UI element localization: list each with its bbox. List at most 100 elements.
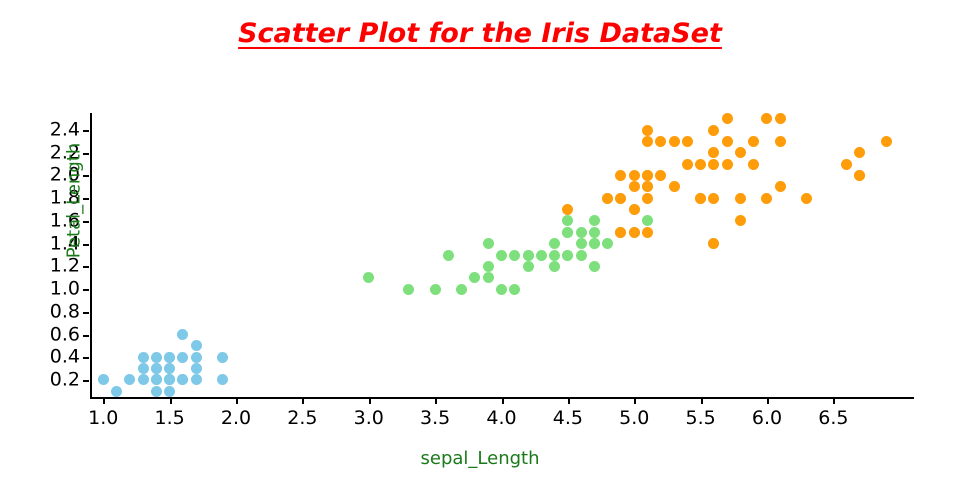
- scatter-point: [628, 226, 640, 238]
- scatter-point: [137, 363, 149, 375]
- x-tick-label: 5.0: [619, 407, 650, 429]
- scatter-point: [734, 147, 746, 159]
- y-tick-label: 2.0: [49, 163, 80, 186]
- scatter-point: [588, 238, 600, 250]
- scatter-point: [642, 169, 654, 181]
- y-tick-mark: [83, 379, 89, 382]
- x-tick-label: 1.5: [154, 407, 185, 429]
- x-tick-label: 4.0: [486, 407, 517, 429]
- scatter-point: [588, 226, 600, 238]
- scatter-point: [549, 238, 561, 250]
- scatter-point: [217, 351, 229, 363]
- x-tick-mark: [302, 398, 305, 404]
- scatter-point: [734, 215, 746, 227]
- scatter-point: [190, 351, 202, 363]
- scatter-point: [456, 283, 468, 295]
- scatter-point: [124, 374, 136, 386]
- scatter-point: [575, 238, 587, 250]
- scatter-point: [562, 249, 574, 261]
- scatter-point: [562, 215, 574, 227]
- x-tick-mark: [567, 398, 570, 404]
- y-axis-spine: [90, 113, 92, 399]
- y-tick-label: 1.0: [49, 277, 80, 300]
- chart-title: Scatter Plot for the Iris DataSet: [238, 18, 722, 49]
- scatter-point: [403, 283, 415, 295]
- scatter-point: [642, 226, 654, 238]
- scatter-point: [748, 135, 760, 147]
- scatter-point: [363, 272, 375, 284]
- y-tick-mark: [83, 266, 89, 269]
- scatter-point: [655, 135, 667, 147]
- scatter-point: [642, 181, 654, 193]
- y-axis-label: Petal_Length: [63, 142, 85, 259]
- y-tick-mark: [83, 198, 89, 201]
- y-tick-label: 1.4: [49, 232, 80, 255]
- scatter-point: [774, 113, 786, 125]
- scatter-point: [588, 215, 600, 227]
- y-tick-label: 1.8: [49, 186, 80, 209]
- scatter-point: [615, 192, 627, 204]
- scatter-point: [482, 260, 494, 272]
- scatter-point: [509, 283, 521, 295]
- scatter-point: [190, 340, 202, 352]
- scatter-point: [708, 124, 720, 136]
- x-tick-label: 3.5: [420, 407, 451, 429]
- y-tick-mark: [83, 334, 89, 337]
- scatter-point: [562, 204, 574, 216]
- scatter-point: [880, 135, 892, 147]
- x-tick-mark: [103, 398, 106, 404]
- y-tick-label: 1.6: [49, 209, 80, 232]
- scatter-point: [588, 260, 600, 272]
- x-tick-label: 6.5: [818, 407, 849, 429]
- scatter-point: [642, 192, 654, 204]
- y-tick-label: 0.8: [49, 300, 80, 323]
- scatter-point: [628, 181, 640, 193]
- scatter-point: [642, 124, 654, 136]
- y-tick-mark: [83, 175, 89, 178]
- x-tick-label: 4.5: [552, 407, 583, 429]
- y-tick-mark: [83, 152, 89, 155]
- y-tick-label: 0.6: [49, 323, 80, 346]
- scatter-point: [668, 181, 680, 193]
- scatter-point: [150, 374, 162, 386]
- scatter-point: [217, 374, 229, 386]
- x-tick-mark: [766, 398, 769, 404]
- scatter-point: [681, 158, 693, 170]
- scatter-point: [137, 374, 149, 386]
- x-tick-mark: [700, 398, 703, 404]
- y-tick-label: 1.2: [49, 254, 80, 277]
- scatter-point: [482, 272, 494, 284]
- scatter-point: [442, 249, 454, 261]
- scatter-point: [628, 169, 640, 181]
- y-tick-mark: [83, 289, 89, 292]
- x-tick-label: 6.0: [751, 407, 783, 429]
- scatter-point: [854, 147, 866, 159]
- scatter-point: [150, 385, 162, 397]
- y-tick-mark: [83, 220, 89, 223]
- x-tick-mark: [501, 398, 504, 404]
- scatter-point: [602, 192, 614, 204]
- x-tick-mark: [169, 398, 172, 404]
- scatter-point: [801, 192, 813, 204]
- y-tick-label: 2.2: [49, 141, 80, 164]
- x-tick-mark: [368, 398, 371, 404]
- scatter-point: [549, 260, 561, 272]
- scatter-point: [721, 158, 733, 170]
- scatter-point: [111, 385, 123, 397]
- scatter-point: [841, 158, 853, 170]
- scatter-point: [496, 283, 507, 295]
- y-tick-mark: [83, 243, 89, 246]
- x-tick-label: 2.5: [287, 407, 318, 429]
- scatter-point: [97, 374, 109, 386]
- scatter-point: [190, 374, 202, 386]
- scatter-point: [562, 226, 574, 238]
- x-tick-mark: [833, 398, 836, 404]
- scatter-point: [177, 351, 189, 363]
- scatter-point: [615, 226, 627, 238]
- scatter-point: [615, 169, 627, 181]
- y-tick-label: 0.4: [49, 345, 80, 368]
- scatter-point: [429, 283, 441, 295]
- scatter-point: [695, 192, 707, 204]
- scatter-point: [137, 351, 149, 363]
- scatter-point: [575, 249, 587, 261]
